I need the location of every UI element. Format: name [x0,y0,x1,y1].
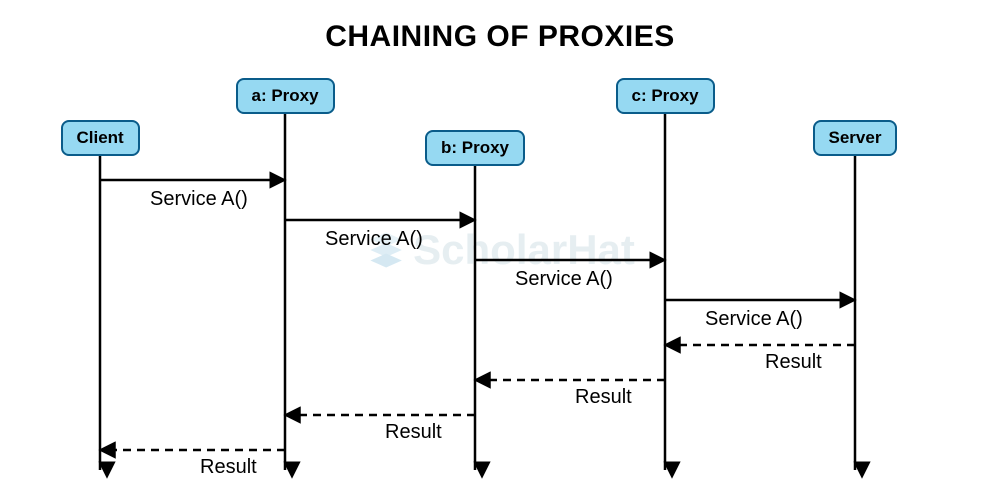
participant-b: b: Proxy [425,130,525,166]
message-label-3: Service A() [705,308,803,331]
message-label-6: Result [385,421,442,444]
participant-server: Server [813,120,898,156]
message-label-7: Result [200,456,257,479]
sequence-svg [0,0,1000,500]
message-label-1: Service A() [325,228,423,251]
message-label-2: Service A() [515,268,613,291]
message-label-5: Result [575,386,632,409]
participant-c: c: Proxy [616,78,715,114]
participant-a: a: Proxy [236,78,335,114]
participant-client: Client [61,120,140,156]
message-label-4: Result [765,351,822,374]
message-label-0: Service A() [150,188,248,211]
